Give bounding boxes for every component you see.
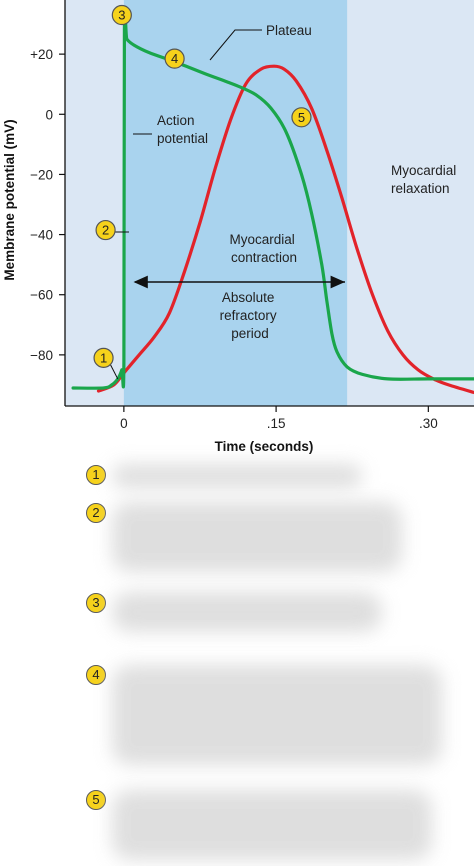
marker-3: 3 [111,4,132,26]
y-tick-label: −80 [30,348,53,363]
marker-4: 4 [164,48,185,69]
plateau-label: Plateau [266,23,312,38]
action-potential-line [71,7,474,390]
svg-text:2: 2 [102,223,109,238]
marker-1: 1 [93,347,114,368]
y-axis-title: Membrane potential (mV) [2,119,17,280]
y-tick-label: −40 [30,228,53,243]
answer-blank-3 [112,592,382,632]
answer-blank-4 [112,665,442,765]
marker-layer: 1 2 3 4 5 [93,4,312,368]
svg-text:5: 5 [298,110,305,125]
myocardial-contraction-label: Myocardial contraction [229,232,298,265]
answer-badge-4: 4 [86,665,106,685]
myocardial-relaxation-label: Myocardial relaxation [391,163,460,196]
x-axis-title: Time (seconds) [215,439,314,454]
action-potential-chart: +20 0 −20 −40 −60 −80 0 .15 .30 Plateau Action p… [2,0,474,454]
answer-list: 1 2 3 4 5 [0,460,474,866]
y-tick-label: 0 [45,107,53,122]
answer-badge-1: 1 [86,465,106,485]
contraction-line [96,64,474,395]
absolute-refractory-period-label: Absolute refractory period [220,290,281,341]
svg-text:1: 1 [100,350,107,365]
answer-badge-5: 5 [86,790,106,810]
y-tick-label: −20 [30,167,53,182]
marker-2: 2 [95,219,116,241]
marker-1-leader-line [110,364,119,380]
refractory-period-band [123,0,348,406]
action-potential-label: Action potential [157,113,208,146]
answer-blank-2 [112,502,402,572]
answer-badge-3: 3 [86,593,106,613]
x-tick-label: .15 [267,416,286,431]
series-layer [71,7,474,395]
y-tick-label: −60 [30,288,53,303]
answer-blank-1 [112,464,362,488]
answer-badge-2: 2 [86,503,106,523]
answer-blank-5 [112,790,432,860]
svg-text:3: 3 [118,8,125,23]
plateau-leader-line [209,29,262,61]
axes: +20 0 −20 −40 −60 −80 0 .15 .30 [30,0,474,431]
marker-5: 5 [291,107,312,128]
svg-text:4: 4 [171,51,178,66]
y-tick-label: +20 [30,47,53,62]
x-tick-label: 0 [120,416,128,431]
x-tick-label: .30 [419,416,438,431]
